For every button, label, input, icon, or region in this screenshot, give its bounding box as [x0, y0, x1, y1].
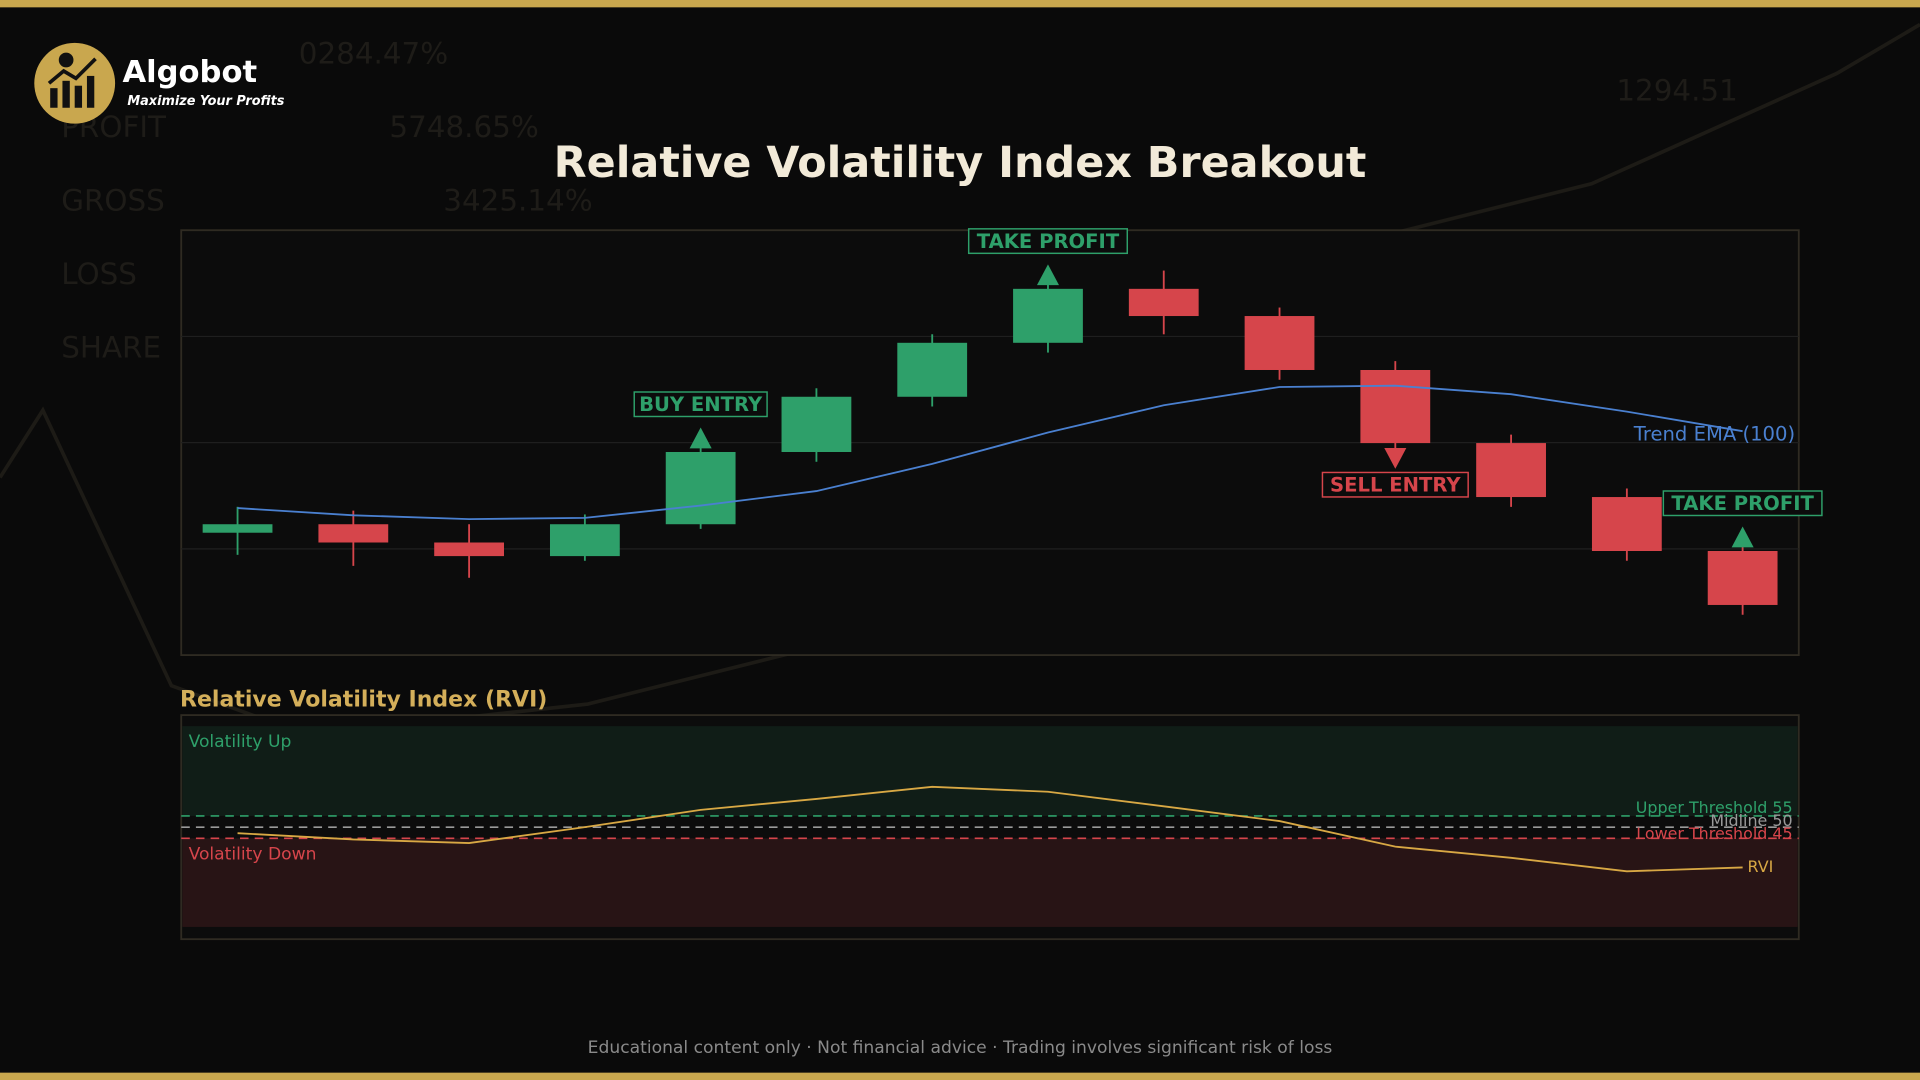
signal-label: TAKE PROFIT [977, 230, 1120, 253]
rvi-line [237, 785, 1743, 873]
logo-icon [86, 75, 95, 108]
zone-down [182, 838, 1798, 927]
threshold-label: Lower Threshold 45 [1636, 824, 1792, 843]
background-text: SHARE [61, 330, 161, 364]
background-text: 1294.51 [1616, 73, 1737, 107]
candle-body [665, 452, 736, 525]
candle-body [1476, 443, 1546, 498]
candle-body [1707, 551, 1778, 605]
brand-tagline: Maximize Your Profits [127, 94, 284, 109]
logo-icon [47, 57, 97, 85]
zone-label: Volatility Down [189, 844, 317, 864]
background-decor: 0284.47%PROFIT 5748.65%GROSS 3425.14%LOSSS… [0, 22, 1920, 737]
candle-body [202, 524, 273, 533]
panel-title: Relative Volatility Index (RVI) [180, 687, 547, 712]
ema-label: Trend EMA (100) [1633, 422, 1795, 445]
background-text: 5748.65% [389, 110, 538, 144]
footer: Educational content only · Not financial… [588, 1038, 1333, 1058]
logo-icon [58, 52, 74, 68]
signal-arrow [1036, 264, 1059, 286]
brand-name: Algobot [122, 55, 257, 90]
signal-label: BUY ENTRY [639, 393, 763, 416]
threshold-label: Upper Threshold 55 [1636, 798, 1793, 817]
zone-up [182, 726, 1798, 816]
signal-label-box [1662, 490, 1823, 517]
candle-body [1128, 288, 1199, 317]
candle-body [549, 524, 620, 557]
logo-icon [74, 85, 83, 108]
candle-body [1591, 497, 1662, 552]
signal-label-box [967, 228, 1128, 255]
signal-arrow [689, 427, 712, 449]
chart-title: Relative Volatility Index Breakout [554, 138, 1367, 188]
top-bar [0, 0, 1920, 8]
signal-arrow [1384, 447, 1407, 469]
bottom-bar [0, 1072, 1920, 1080]
candle-body [1244, 316, 1315, 370]
threshold-label: Midline 50 [1710, 811, 1792, 830]
candle-body [318, 524, 389, 543]
signal-label-box [1321, 471, 1469, 498]
candle-body [1360, 369, 1431, 444]
logo-icon [50, 88, 58, 108]
zone-label: Volatility Up [189, 732, 292, 752]
signal-label-box [633, 391, 768, 418]
candle-body [897, 342, 968, 397]
background-text: 3425.14% [443, 184, 592, 218]
candle-body [1013, 288, 1083, 343]
logo: Algobot Maximize Your Profits [34, 42, 285, 124]
series-label: RVI [1748, 857, 1774, 876]
background-text: GROSS [61, 184, 165, 218]
logo-icon [62, 80, 70, 108]
background-text: 0284.47% [299, 37, 448, 71]
signal-arrow [1731, 526, 1754, 548]
background-text: LOSS [61, 257, 137, 291]
candle-body [781, 396, 852, 453]
logo-badge [34, 42, 116, 124]
signal-label: TAKE PROFIT [1671, 492, 1814, 515]
signal-label: SELL ENTRY [1330, 473, 1461, 496]
ema-line [237, 384, 1743, 521]
candle-body [434, 542, 504, 557]
